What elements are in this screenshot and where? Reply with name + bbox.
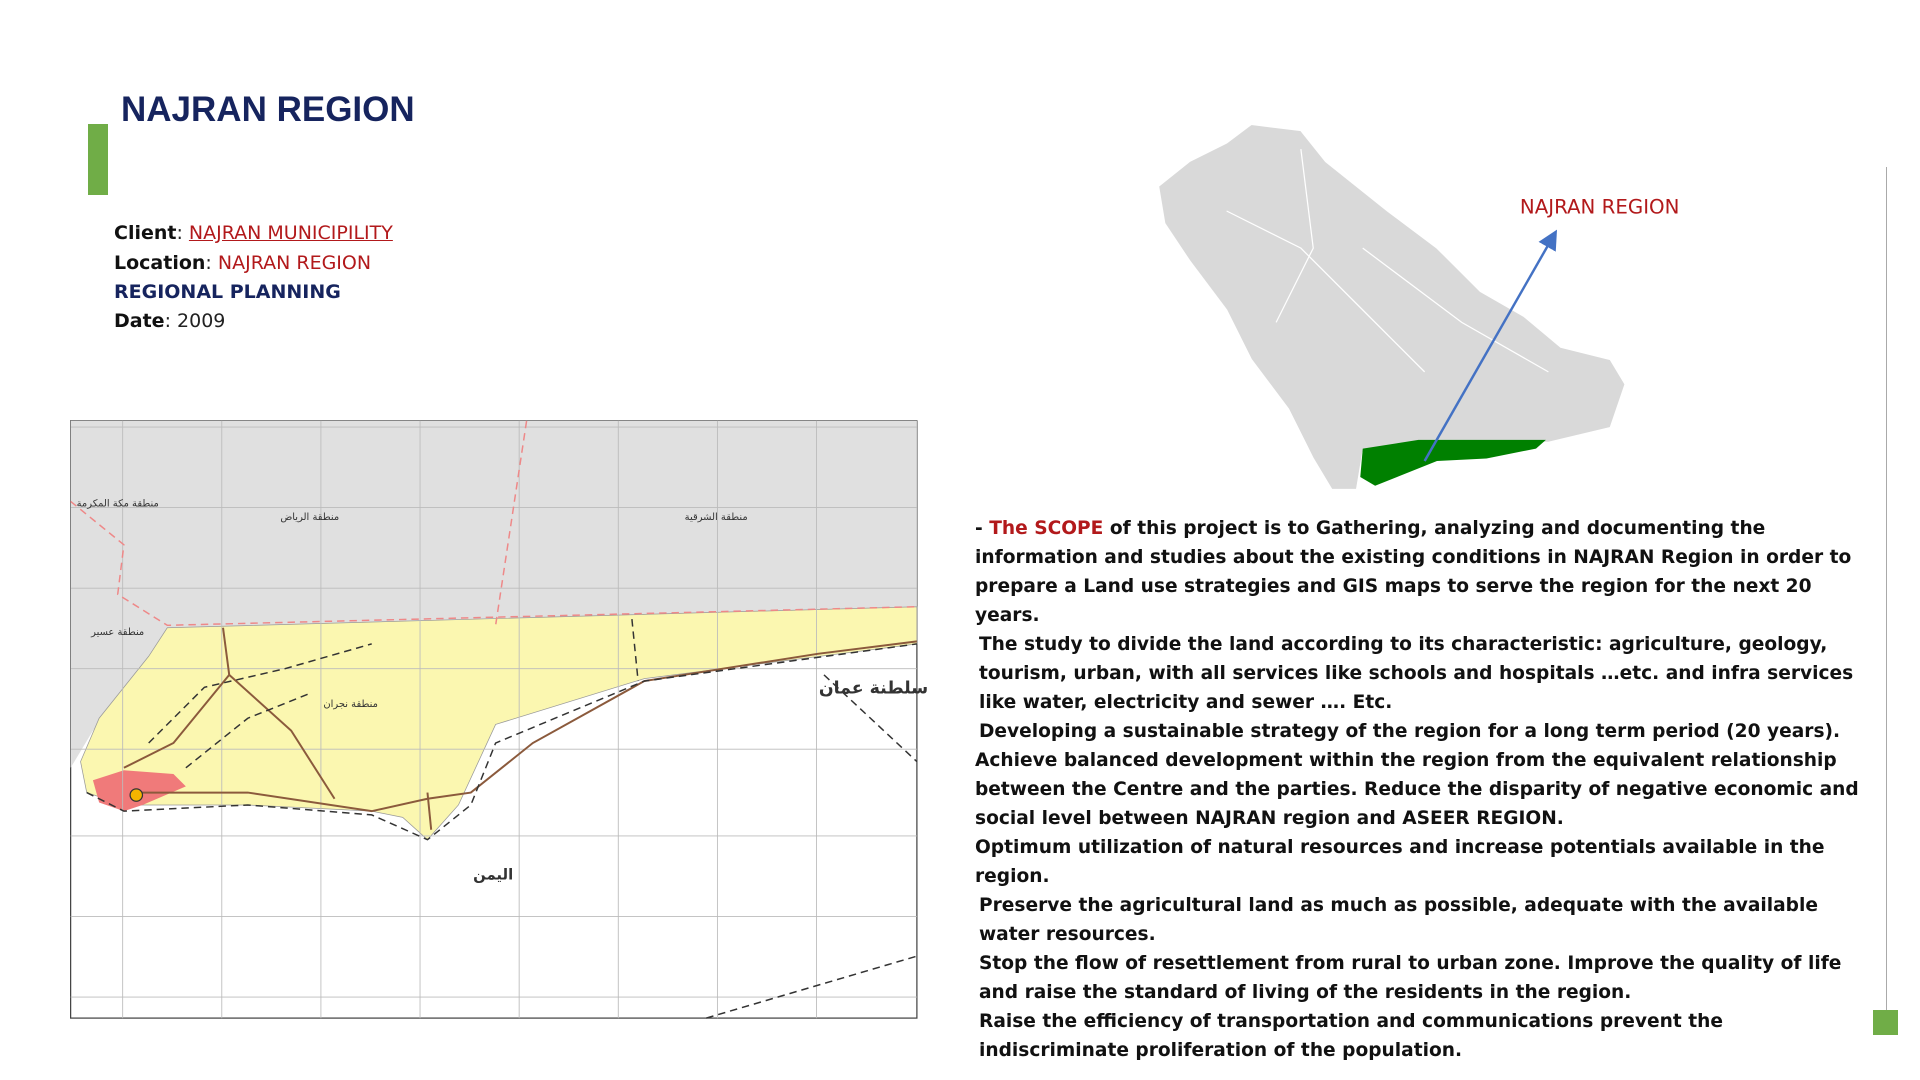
scope-paragraph: Developing a sustainable strategy of the… bbox=[979, 721, 1841, 742]
date: 2009 bbox=[177, 310, 226, 332]
map-label: سلطنة عمان bbox=[819, 678, 928, 698]
regional-map: منطقة مكة المكرمة منطقة الرياض منطقة الش… bbox=[70, 420, 928, 1019]
scope-text: - The SCOPE of this project is to Gather… bbox=[975, 514, 1875, 1065]
info-category: REGIONAL PLANNING bbox=[114, 281, 341, 303]
accent-square bbox=[1873, 1010, 1898, 1035]
label: Date bbox=[114, 310, 165, 332]
client-link[interactable]: NAJRAN MUNICIPILITY bbox=[188, 222, 393, 244]
bullet: - bbox=[975, 518, 983, 539]
accent-bar bbox=[88, 124, 108, 195]
map-label: اليمن bbox=[473, 865, 513, 883]
key-map: NAJRAN REGION bbox=[1157, 123, 1680, 491]
scope-paragraph: Raise the efficiency of transportation a… bbox=[979, 1011, 1723, 1061]
map-label: منطقة عسير bbox=[90, 627, 144, 638]
info-date: Date: 2009 bbox=[114, 310, 226, 332]
scope-paragraph: Optimum utilization of natural resources… bbox=[975, 837, 1825, 887]
label: Client bbox=[114, 222, 177, 244]
highlight: The SCOPE bbox=[989, 518, 1104, 539]
map-label: منطقة الشرقية bbox=[685, 512, 748, 523]
scope-paragraph: Preserve the agricultural land as much a… bbox=[979, 895, 1818, 945]
key-map-label: NAJRAN REGION bbox=[1520, 195, 1680, 218]
location: NAJRAN REGION bbox=[217, 252, 372, 274]
scope-paragraph: Achieve balanced development within the … bbox=[975, 750, 1859, 829]
scope-intro: - The SCOPE of this project is to Gather… bbox=[975, 514, 1875, 630]
intro: of this project is to Gathering, analyzi… bbox=[975, 518, 1852, 626]
map-label: منطقة مكة المكرمة bbox=[77, 498, 159, 509]
info-client: Client: NAJRAN MUNICIPILITY bbox=[114, 222, 393, 244]
title: NAJRAN REGION bbox=[121, 90, 415, 129]
info-location: Location: NAJRAN REGION bbox=[114, 252, 372, 274]
map-label: منطقة الرياض bbox=[280, 512, 339, 523]
map-label: منطقة نجران bbox=[323, 699, 378, 710]
divider bbox=[1886, 167, 1887, 1035]
scope-paragraph: The study to divide the land according t… bbox=[979, 634, 1854, 713]
scope-paragraph: Stop the flow of resettlement from rural… bbox=[979, 953, 1842, 1003]
label: Location bbox=[114, 252, 206, 274]
